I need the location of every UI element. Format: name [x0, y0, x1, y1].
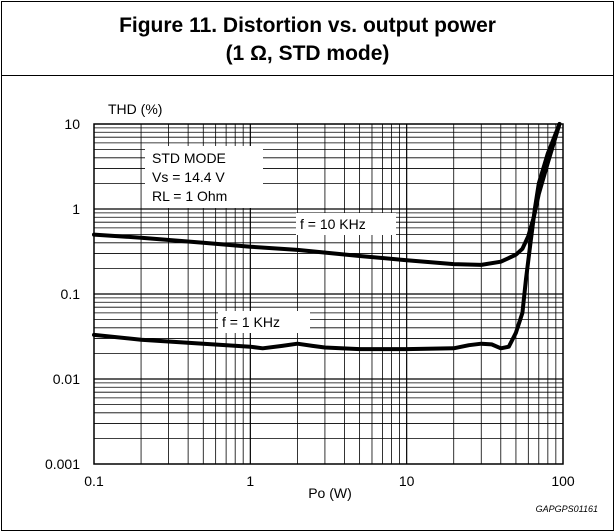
x-tick-label: 10	[399, 473, 415, 489]
series-label-1khz: f = 1 KHz	[222, 314, 280, 330]
figure-id: GAPGPS01161	[536, 504, 598, 514]
chart-title: Figure 11. Distortion vs. output power	[119, 14, 496, 37]
y-tick-label: 0.01	[53, 371, 80, 387]
x-axis-label: Po (W)	[308, 485, 352, 501]
series-line-1khz	[92, 122, 562, 352]
series-label-bg-10khz	[296, 213, 396, 235]
y-axis-label: THD (%)	[108, 101, 162, 117]
series-label-bg-1khz	[218, 311, 310, 333]
chart-subtitle: (1 Ω, STD mode)	[225, 42, 390, 65]
y-tick-label: 10	[64, 116, 80, 132]
y-tick-label: 0.001	[45, 456, 80, 472]
plot-border	[93, 123, 564, 465]
x-tick-label: 100	[551, 473, 575, 489]
conditions-box	[145, 146, 263, 208]
curves	[92, 122, 562, 352]
y-tick-label: 1	[72, 201, 80, 217]
y-tick-label: 0.1	[61, 286, 81, 302]
condition-line: Vs = 14.4 V	[152, 169, 225, 185]
title-divider	[1, 75, 613, 76]
condition-line: STD MODE	[152, 150, 226, 166]
x-tick-label: 1	[246, 473, 254, 489]
series-label-10khz: f = 10 KHz	[300, 216, 366, 232]
x-tick-label: 0.1	[84, 473, 104, 489]
condition-line: RL = 1 Ohm	[152, 188, 227, 204]
labels: 0.1 1 10 100 10 1 0.1 0.01 0.001 THD (%) Po (W) STD…	[45, 101, 598, 514]
